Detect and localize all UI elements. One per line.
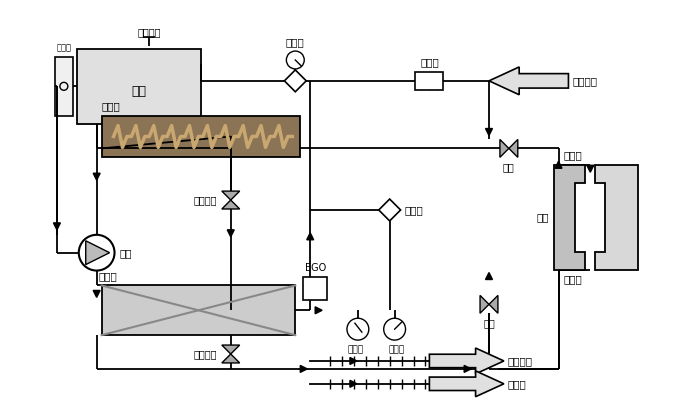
Polygon shape bbox=[486, 129, 492, 136]
Text: 排油球閥: 排油球閥 bbox=[193, 195, 217, 205]
Polygon shape bbox=[222, 345, 239, 354]
FancyBboxPatch shape bbox=[77, 49, 201, 124]
Polygon shape bbox=[86, 241, 109, 265]
FancyBboxPatch shape bbox=[101, 116, 301, 157]
Text: 冷卻器: 冷卻器 bbox=[101, 102, 120, 112]
Polygon shape bbox=[284, 70, 306, 92]
Polygon shape bbox=[222, 191, 239, 200]
Polygon shape bbox=[587, 165, 594, 172]
Text: 加熱器: 加熱器 bbox=[99, 272, 118, 281]
Polygon shape bbox=[480, 295, 489, 313]
FancyBboxPatch shape bbox=[55, 57, 73, 116]
Polygon shape bbox=[54, 223, 61, 230]
Polygon shape bbox=[489, 295, 498, 313]
Polygon shape bbox=[307, 233, 313, 240]
FancyBboxPatch shape bbox=[415, 72, 443, 90]
Polygon shape bbox=[595, 165, 638, 269]
Polygon shape bbox=[464, 365, 471, 372]
Text: 油箱: 油箱 bbox=[131, 85, 146, 98]
Polygon shape bbox=[227, 230, 234, 237]
FancyBboxPatch shape bbox=[101, 286, 295, 335]
Polygon shape bbox=[509, 139, 517, 157]
Text: 過濾器: 過濾器 bbox=[420, 57, 439, 67]
Polygon shape bbox=[429, 371, 504, 397]
Polygon shape bbox=[350, 380, 357, 387]
Text: 液位閉關: 液位閉關 bbox=[137, 27, 160, 37]
Polygon shape bbox=[93, 290, 100, 297]
Polygon shape bbox=[350, 358, 357, 365]
Text: T: T bbox=[311, 282, 320, 295]
Text: 冷卻水進: 冷卻水進 bbox=[573, 76, 598, 86]
Text: 球閥: 球閥 bbox=[503, 162, 515, 172]
Text: 泵浦: 泵浦 bbox=[120, 248, 132, 258]
Text: 球閥: 球閥 bbox=[483, 318, 495, 328]
Polygon shape bbox=[486, 273, 492, 279]
Text: 模具: 模具 bbox=[536, 213, 549, 222]
Text: 至模具: 至模具 bbox=[564, 274, 582, 285]
Text: 感溫計: 感溫計 bbox=[348, 345, 364, 354]
Polygon shape bbox=[301, 365, 307, 372]
FancyBboxPatch shape bbox=[303, 276, 327, 300]
Polygon shape bbox=[489, 67, 568, 95]
Polygon shape bbox=[93, 173, 100, 180]
Text: 旁通閥: 旁通閥 bbox=[405, 205, 424, 215]
Polygon shape bbox=[379, 199, 401, 221]
Text: 電磁閥: 電磁閥 bbox=[286, 37, 305, 47]
Polygon shape bbox=[222, 354, 239, 363]
Text: 排油口: 排油口 bbox=[508, 379, 526, 389]
Text: 冷卻水出: 冷卻水出 bbox=[508, 356, 533, 366]
Polygon shape bbox=[500, 139, 509, 157]
Polygon shape bbox=[429, 348, 504, 374]
Polygon shape bbox=[315, 307, 322, 314]
Text: 壓力錶: 壓力錶 bbox=[388, 345, 405, 354]
Polygon shape bbox=[555, 162, 562, 168]
Text: 排油球閥: 排油球閥 bbox=[193, 349, 217, 359]
Polygon shape bbox=[554, 165, 585, 269]
Text: 模具回: 模具回 bbox=[564, 150, 582, 160]
Polygon shape bbox=[222, 200, 239, 209]
Text: 液位鏡: 液位鏡 bbox=[56, 43, 71, 52]
Text: EGO: EGO bbox=[305, 262, 326, 273]
